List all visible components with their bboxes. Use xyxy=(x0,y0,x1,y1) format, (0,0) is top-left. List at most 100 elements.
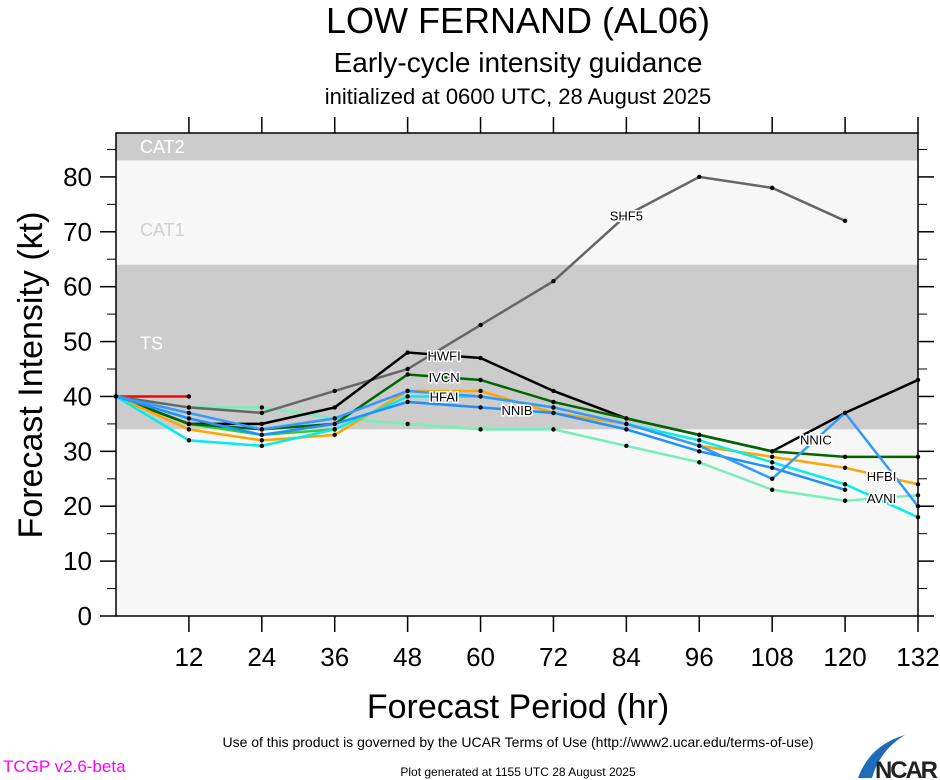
ncar-logo-text: NCAR xyxy=(875,757,938,780)
data-point xyxy=(186,427,192,432)
data-point xyxy=(697,460,702,465)
data-point xyxy=(186,394,192,399)
x-tick-label: 12 xyxy=(174,642,203,672)
data-point xyxy=(332,427,337,432)
data-point xyxy=(186,416,192,421)
data-point xyxy=(842,465,848,471)
data-point xyxy=(259,427,265,432)
data-point xyxy=(915,482,921,487)
data-point xyxy=(769,454,775,460)
series-label: HFAI xyxy=(430,389,459,404)
data-point xyxy=(697,438,702,443)
x-axis-label: Forecast Period (hr) xyxy=(367,688,669,726)
x-tick-label: 132 xyxy=(896,642,939,672)
data-point xyxy=(769,476,775,481)
y-tick-label: 20 xyxy=(63,491,92,521)
data-point xyxy=(769,460,775,465)
data-point xyxy=(551,278,556,284)
series-line-hwfi xyxy=(115,351,919,453)
data-point xyxy=(624,213,629,218)
data-point xyxy=(478,427,483,432)
data-point xyxy=(697,449,702,454)
series-label: NNIC xyxy=(800,432,832,447)
series-label: IVCN xyxy=(429,370,460,385)
data-point xyxy=(259,432,265,438)
data-point xyxy=(624,421,629,427)
data-point xyxy=(405,350,410,355)
version-label: TCGP v2.6-beta xyxy=(3,757,126,776)
data-point xyxy=(405,399,410,405)
data-point xyxy=(769,185,775,191)
band-cat2 xyxy=(116,133,918,161)
x-tick-label: 24 xyxy=(247,642,276,672)
series-label: NNIB xyxy=(501,403,532,418)
data-point xyxy=(769,465,775,471)
data-point xyxy=(842,487,848,492)
y-tick-label: 70 xyxy=(63,217,92,247)
data-point xyxy=(697,443,702,449)
data-point xyxy=(624,416,629,421)
chart-init-time: initialized at 0600 UTC, 28 August 2025 xyxy=(325,84,711,109)
chart-title: LOW FERNAND (AL06) xyxy=(326,0,710,41)
data-point xyxy=(113,394,119,399)
data-point xyxy=(259,421,265,427)
series-line-avni xyxy=(115,395,919,502)
data-point xyxy=(551,410,556,416)
data-point xyxy=(842,498,848,503)
data-point xyxy=(478,322,483,328)
data-point xyxy=(259,405,265,410)
series-line-nnic xyxy=(115,389,919,507)
data-point xyxy=(332,421,337,427)
band-label-cat2: CAT2 xyxy=(140,137,185,157)
x-tick-label: 84 xyxy=(612,642,641,672)
data-point xyxy=(186,438,192,443)
data-point xyxy=(478,388,483,394)
data-point xyxy=(186,405,192,410)
data-point xyxy=(624,443,629,449)
data-point xyxy=(551,405,556,410)
data-point xyxy=(405,388,410,394)
data-point xyxy=(332,432,337,438)
data-point xyxy=(624,427,629,432)
data-point xyxy=(405,372,410,377)
y-tick-label: 0 xyxy=(78,601,92,631)
plot-generated: Plot generated at 1155 UTC 28 August 202… xyxy=(400,765,636,779)
series-label: AVNI xyxy=(867,491,896,506)
y-tick-label: 40 xyxy=(63,381,92,411)
series-label: HFBI xyxy=(867,469,897,484)
data-point xyxy=(405,366,410,372)
y-tick-label: 60 xyxy=(63,272,92,302)
plot-frame xyxy=(115,132,919,617)
band-none xyxy=(116,429,918,616)
data-point xyxy=(332,416,337,421)
data-point xyxy=(842,482,848,487)
data-point xyxy=(259,438,265,443)
ncar-logo: NCAR xyxy=(858,735,938,780)
x-tick-label: 60 xyxy=(466,642,495,672)
x-tick-label: 72 xyxy=(539,642,568,672)
band-label-cat1: CAT1 xyxy=(140,220,185,240)
data-point xyxy=(551,399,556,405)
data-point xyxy=(259,443,265,449)
y-tick-label: 10 xyxy=(63,546,92,576)
data-point xyxy=(915,377,921,383)
data-point xyxy=(405,421,410,427)
data-point xyxy=(697,174,702,180)
x-tick-label: 108 xyxy=(750,642,793,672)
series-line-ivcn xyxy=(115,373,918,459)
y-axis-label: Forecast Intensity (kt) xyxy=(12,212,50,539)
data-point xyxy=(259,410,265,416)
series-label: HWFI xyxy=(427,348,460,363)
data-point xyxy=(915,504,921,509)
data-point xyxy=(478,377,483,383)
data-point xyxy=(478,394,483,399)
y-tick-label: 50 xyxy=(63,327,92,357)
data-point xyxy=(478,355,483,361)
data-point xyxy=(842,410,848,416)
data-point xyxy=(769,449,775,454)
data-point xyxy=(697,432,702,438)
y-tick-label: 80 xyxy=(63,162,92,192)
data-point xyxy=(842,218,848,224)
data-point xyxy=(478,405,483,410)
